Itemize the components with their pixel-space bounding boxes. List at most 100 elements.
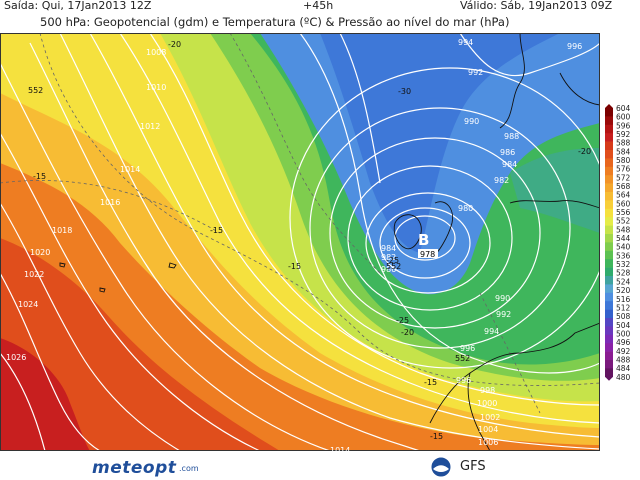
legend-swatch (605, 259, 613, 268)
site-logo: meteopt (92, 458, 177, 478)
isobar-label: 990 (464, 117, 479, 126)
isobar-label: 984 (381, 244, 396, 253)
legend-value: 520 (616, 286, 631, 295)
temperature-label: -20 (401, 328, 414, 337)
legend-value: 496 (616, 338, 631, 347)
isobar-label: 1014 (330, 446, 350, 451)
temperature-label: -15 (430, 432, 443, 441)
model-name: GFS (460, 459, 486, 474)
noaa-icon (430, 456, 452, 478)
isobar-label: 1022 (24, 270, 44, 279)
legend-swatch (605, 343, 613, 352)
legend-swatch (605, 368, 613, 378)
legend-swatch (605, 183, 613, 193)
legend-value: 568 (616, 182, 631, 191)
temperature-label: -30 (398, 87, 411, 96)
legend-swatch (605, 200, 613, 210)
legend-value: 604 (616, 104, 631, 113)
legend-value: 556 (616, 208, 631, 217)
legend-value: 480 (616, 373, 631, 382)
legend-swatch (605, 141, 613, 151)
legend-swatch (605, 334, 613, 344)
isobar-label: 1024 (18, 300, 38, 309)
legend-value: 552 (616, 217, 631, 226)
temperature-label: -20 (578, 147, 591, 156)
legend-swatch (605, 318, 613, 327)
temperature-label: -25 (396, 316, 409, 325)
isobar-label: 996 (460, 344, 475, 353)
legend-value: 564 (616, 191, 631, 200)
legend-swatch (605, 108, 613, 117)
legend-swatch (605, 133, 613, 142)
isobar-label: 996 (456, 376, 471, 385)
geopotential-label: 552 (28, 86, 43, 95)
isobar-label: 1026 (6, 353, 26, 362)
legend-swatch (605, 301, 613, 310)
legend-value: 596 (616, 121, 631, 130)
legend-swatch (605, 267, 613, 277)
weather-map: B 978 1008 1010 1012 1014 1016 1018 1020 1022 10… (0, 33, 600, 451)
isobar-label: 986 (381, 265, 396, 274)
isobar-label: 1012 (140, 122, 160, 131)
legend-value: 504 (616, 321, 631, 330)
legend-swatch (605, 192, 613, 201)
legend-value: 540 (616, 243, 631, 252)
legend-swatch (605, 309, 613, 319)
forecast-lead: +45h (303, 0, 334, 12)
legend-swatch (605, 276, 613, 285)
legend-swatch (605, 166, 613, 176)
legend-swatch (605, 208, 613, 218)
temperature-label: -15 (424, 378, 437, 387)
legend-value: 492 (616, 347, 631, 356)
isobar-label: 1000 (477, 399, 497, 408)
legend-swatch (605, 217, 613, 226)
legend-value: 592 (616, 130, 631, 139)
temperature-label: -15 (210, 226, 223, 235)
legend-value: 600 (616, 113, 631, 122)
geopotential-label: 552 (386, 262, 401, 271)
isobar-label: 994 (484, 327, 499, 336)
legend-swatch (605, 351, 613, 361)
isobar-label: 992 (496, 310, 511, 319)
isobar-label: 1002 (480, 413, 500, 422)
isobar-label: 1004 (478, 425, 498, 434)
isobar-label: 1006 (478, 438, 498, 447)
isobar-label: 988 (504, 132, 519, 141)
isobar-label: 996 (567, 42, 582, 51)
isobar-label: 1014 (120, 165, 140, 174)
legend-swatch (605, 326, 613, 336)
legend-value: 584 (616, 147, 631, 156)
legend-value: 500 (616, 329, 631, 338)
legend-swatch (605, 250, 613, 260)
isobar-label: 1020 (30, 248, 50, 257)
isobar-label: 990 (495, 294, 510, 303)
legend-value: 528 (616, 269, 631, 278)
legend-value: 588 (616, 139, 631, 148)
legend-value: 484 (616, 364, 631, 373)
legend-swatch (605, 150, 613, 159)
isobar-label: 982 (381, 253, 396, 262)
isobar-label: 980 (458, 204, 473, 213)
color-legend: 6046005965925885845805765725685645605565… (605, 104, 631, 382)
legend-swatch (605, 175, 613, 184)
legend-swatch (605, 284, 613, 294)
legend-value: 488 (616, 355, 631, 364)
isobar-label: 986 (500, 148, 515, 157)
legend-value: 524 (616, 277, 631, 286)
legend-value: 516 (616, 295, 631, 304)
legend-value: 508 (616, 312, 631, 321)
legend-value: 536 (616, 251, 631, 260)
temperature-label: -25 (386, 256, 399, 265)
isobar-label: 1008 (146, 48, 166, 57)
legend-value: 580 (616, 156, 631, 165)
low-pressure-marker: B (418, 231, 429, 249)
isobar-label: 1016 (100, 198, 120, 207)
legend-value: 512 (616, 303, 631, 312)
temperature-label: -15 (288, 262, 301, 271)
valid-time: Válido: Sáb, 19Jan2013 09Z (460, 0, 613, 12)
legend-swatch (605, 292, 613, 302)
legend-swatch (605, 225, 613, 235)
isobar-label: 994 (458, 38, 473, 47)
legend-arrow-top (605, 104, 613, 108)
isobar-label: 1018 (52, 226, 72, 235)
